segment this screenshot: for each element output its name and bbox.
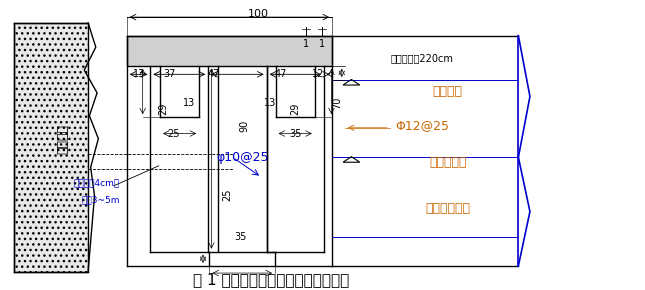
Text: 13: 13: [134, 69, 146, 79]
Text: 12: 12: [312, 69, 324, 79]
Text: 图 1 水沟及通信信号电缆槽结构详图: 图 1 水沟及通信信号电缆槽结构详图: [193, 272, 349, 287]
Text: 37: 37: [163, 69, 176, 79]
Text: 25: 25: [167, 129, 180, 139]
Text: 间距3~5m: 间距3~5m: [82, 196, 120, 205]
Text: 道床板底面: 道床板底面: [429, 157, 466, 169]
Text: 90: 90: [239, 120, 249, 132]
Text: 35: 35: [235, 232, 247, 242]
Bar: [126, 36, 332, 66]
Text: 13: 13: [183, 98, 195, 108]
Text: 1: 1: [303, 39, 310, 49]
Text: Φ12@25: Φ12@25: [395, 119, 449, 132]
Text: 35: 35: [290, 129, 302, 139]
Text: 正线距中心220cm: 正线距中心220cm: [391, 54, 453, 64]
Text: 70: 70: [332, 97, 342, 109]
Text: 29: 29: [158, 102, 168, 115]
Text: 47: 47: [275, 69, 287, 79]
Text: 无砟轨道垫层: 无砟轨道垫层: [425, 202, 470, 215]
Text: 13: 13: [264, 98, 276, 108]
Text: 100: 100: [248, 9, 269, 19]
Text: 29: 29: [290, 102, 300, 115]
Text: 泄水槽宽4cm，: 泄水槽宽4cm，: [74, 178, 119, 187]
Text: φ10@25: φ10@25: [216, 151, 268, 164]
Text: 47: 47: [207, 69, 219, 79]
Text: 内轨顶面: 内轨顶面: [433, 85, 462, 98]
Text: 1: 1: [319, 39, 325, 49]
Bar: [14, 23, 88, 272]
Text: 25: 25: [223, 188, 232, 201]
Text: 二衬边墙: 二衬边墙: [56, 124, 69, 154]
